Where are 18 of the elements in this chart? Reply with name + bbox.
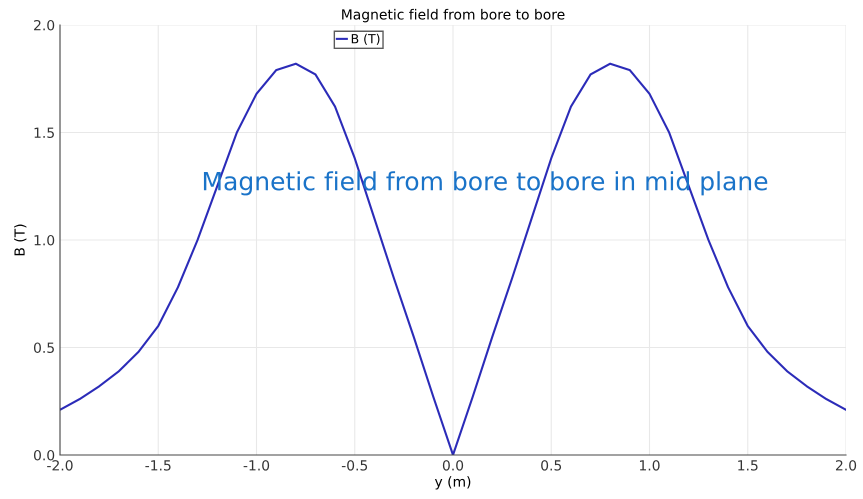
chart-title: Magnetic field from bore to bore — [342, 8, 564, 22]
y-tick-label: 0.5 — [34, 342, 54, 353]
y-tick-label: 1.5 — [34, 128, 54, 138]
x-axis-title: y (m) — [434, 476, 470, 490]
x-tick-label: 0.0 — [442, 460, 464, 471]
y-axis-title: B (T) — [14, 224, 26, 256]
x-tick-label: -1.0 — [244, 460, 270, 471]
x-tick-label: 1.5 — [738, 460, 758, 471]
x-tick-label: -2.0 — [47, 460, 73, 471]
legend-label: B (T) — [352, 34, 380, 45]
y-tick-label: 1.0 — [34, 234, 54, 246]
y-tick-label: 2.0 — [34, 20, 54, 30]
x-tick-label: 0.5 — [541, 460, 562, 471]
x-tick-label: -0.5 — [342, 460, 368, 471]
x-tick-label: -1.5 — [145, 460, 171, 471]
x-tick-label: 2.0 — [836, 460, 856, 471]
x-tick-label: 1.0 — [640, 460, 660, 471]
y-tick-label: 0.0 — [34, 450, 54, 460]
